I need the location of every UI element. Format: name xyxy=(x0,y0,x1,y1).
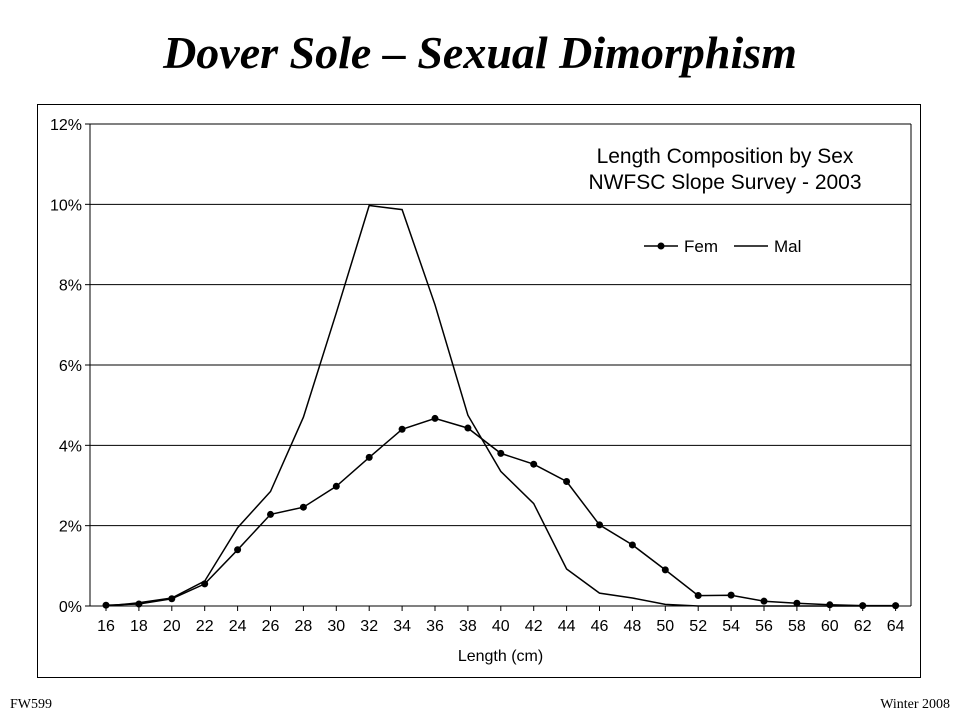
y-tick-label: 4% xyxy=(59,438,82,455)
y-tick-label: 2% xyxy=(59,519,82,536)
x-tick-label: 24 xyxy=(229,618,247,635)
x-tick-label: 30 xyxy=(327,618,345,635)
x-tick-label: 22 xyxy=(196,618,214,635)
marker-fem xyxy=(168,595,176,603)
legend-label-mal: Mal xyxy=(774,237,801,256)
legend: Fem Mal xyxy=(644,237,801,256)
marker-fem xyxy=(760,597,768,605)
marker-fem xyxy=(892,602,900,610)
marker-fem xyxy=(332,482,340,490)
x-tick-label: 16 xyxy=(97,618,115,635)
x-tick-label: 48 xyxy=(624,618,642,635)
x-axis-ticks: 16 18 20 22 24 26 28 30 32 34 36 38 40 42 44 46 48 50 52 54… xyxy=(97,606,905,635)
x-tick-label: 58 xyxy=(788,618,806,635)
marker-fem xyxy=(102,601,110,609)
marker-fem xyxy=(135,600,143,608)
x-tick-label: 54 xyxy=(722,618,740,635)
y-tick-label: 10% xyxy=(50,197,82,214)
marker-fem xyxy=(793,599,801,607)
marker-fem xyxy=(201,580,209,588)
marker-fem xyxy=(628,541,636,549)
x-tick-label: 44 xyxy=(558,618,576,635)
marker-fem xyxy=(694,592,702,600)
length-composition-chart: 0% 2% 4% 6% 8% 10% 12% 16 18 20 22 24 26 28 30 32 34 36 3… xyxy=(50,117,912,665)
x-tick-label: 34 xyxy=(393,618,411,635)
marker-fem xyxy=(267,510,274,518)
marker-fem xyxy=(365,453,373,461)
x-tick-label: 32 xyxy=(360,618,378,635)
marker-fem xyxy=(530,460,538,468)
chart-frame: 0% 2% 4% 6% 8% 10% 12% 16 18 20 22 24 26 28 30 32 34 36 3… xyxy=(37,104,921,678)
y-tick-label: 12% xyxy=(50,117,82,134)
marker-fem xyxy=(497,449,505,457)
x-tick-label: 64 xyxy=(887,618,905,635)
footer-term: Winter 2008 xyxy=(880,697,950,712)
marker-fem xyxy=(234,546,242,554)
marker-fem xyxy=(596,521,603,529)
marker-fem xyxy=(299,503,307,511)
x-tick-label: 36 xyxy=(426,618,444,635)
x-tick-label: 50 xyxy=(656,618,674,635)
marker-fem xyxy=(563,477,571,485)
y-tick-label: 8% xyxy=(59,278,82,295)
legend-marker-fem xyxy=(657,242,665,250)
x-tick-label: 38 xyxy=(459,618,477,635)
legend-label-fem: Fem xyxy=(684,237,718,256)
x-tick-label: 18 xyxy=(130,618,148,635)
y-axis-ticks: 0% 2% 4% 6% 8% 10% 12% xyxy=(50,117,90,616)
marker-fem xyxy=(431,414,439,422)
footer-course-code: FW599 xyxy=(10,697,52,712)
x-axis-label: Length (cm) xyxy=(458,648,543,665)
marker-fem xyxy=(859,602,867,610)
y-tick-label: 6% xyxy=(59,358,82,375)
x-tick-label: 62 xyxy=(854,618,872,635)
series-markers xyxy=(102,414,900,610)
marker-fem xyxy=(464,424,472,432)
x-tick-label: 46 xyxy=(591,618,609,635)
x-tick-label: 26 xyxy=(262,618,280,635)
x-tick-label: 52 xyxy=(689,618,707,635)
x-tick-label: 56 xyxy=(755,618,773,635)
slide-title: Dover Sole – Sexual Dimorphism xyxy=(163,27,797,78)
marker-fem xyxy=(661,566,669,574)
x-tick-label: 20 xyxy=(163,618,181,635)
chart-title-line-1: Length Composition by Sex xyxy=(597,145,854,168)
x-tick-label: 40 xyxy=(492,618,510,635)
marker-fem xyxy=(727,591,735,599)
series-line-mal xyxy=(105,204,896,607)
marker-fem xyxy=(826,601,834,609)
chart-title-line-2: NWFSC Slope Survey - 2003 xyxy=(588,171,861,194)
x-tick-label: 42 xyxy=(525,618,543,635)
y-tick-label: 0% xyxy=(59,599,82,616)
gridlines xyxy=(90,123,911,527)
marker-fem xyxy=(398,425,406,433)
x-tick-label: 60 xyxy=(821,618,839,635)
x-tick-label: 28 xyxy=(295,618,313,635)
